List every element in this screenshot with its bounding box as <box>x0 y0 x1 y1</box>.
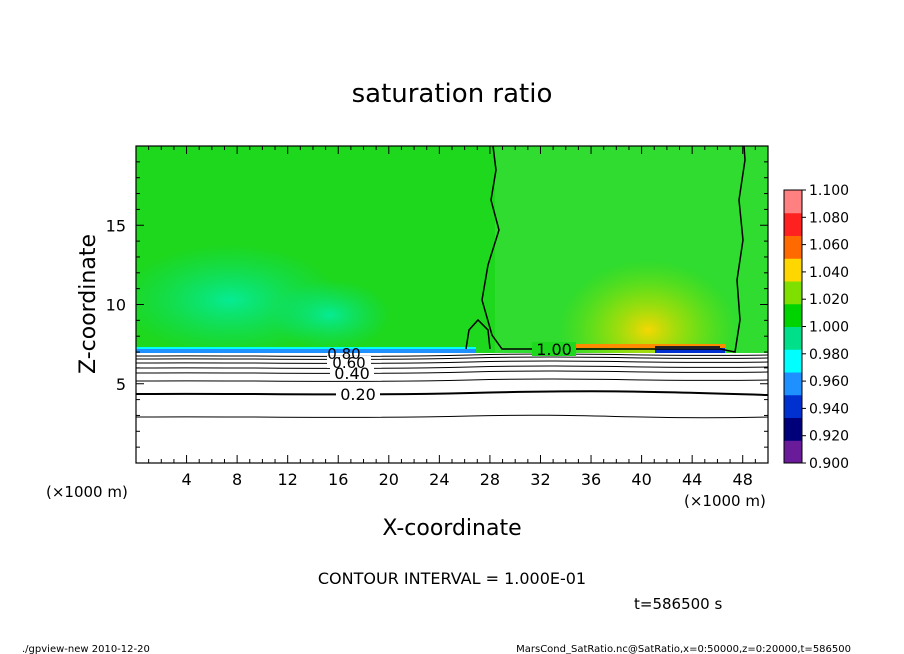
x-axis-unit-left: (×1000 m) <box>46 483 128 501</box>
contour-label-0.80: 0.80 <box>327 345 360 363</box>
x-tick-label: 24 <box>429 470 449 489</box>
cool-blob-mid <box>270 280 390 350</box>
colorbar-swatch <box>784 349 802 373</box>
colorbar-swatch <box>784 281 802 305</box>
colorbar-swatch <box>784 417 802 441</box>
x-axis-title: X-coordinate <box>382 516 521 541</box>
x-tick-label: 36 <box>581 470 601 489</box>
contour-line-0.80 <box>136 353 768 357</box>
colorbar-swatch <box>784 372 802 396</box>
footer-right: MarsCond_SatRatio.nc@SatRatio,x=0:50000,… <box>516 644 851 654</box>
colorbar-swatch <box>784 303 802 327</box>
y-axis: 5 10 15 <box>106 161 768 448</box>
x-tick-label: 4 <box>181 470 191 489</box>
y-tick-label: 10 <box>106 296 126 315</box>
contour-line-1.00-spot <box>655 346 720 349</box>
contour-line-1.00-patch <box>465 318 491 350</box>
contour-label-0.60: 0.60 <box>332 354 365 372</box>
x-axis-unit-right: (×1000 m) <box>684 492 766 510</box>
contour-line-0.20 <box>136 390 768 396</box>
x-tick-label: 40 <box>631 470 651 489</box>
x-tick-label: 44 <box>682 470 702 489</box>
y-axis-title: Z-coordinate <box>76 234 101 374</box>
colorbar-label: 0.920 <box>809 429 849 445</box>
interface-band-orange <box>575 344 725 348</box>
contour-line-0.30 <box>136 378 768 382</box>
contour-label-0.40: 0.40 <box>334 364 370 383</box>
x-tick-label: 20 <box>379 470 399 489</box>
colorbar-swatch <box>784 190 802 214</box>
colorbar-label: 1.000 <box>809 320 849 336</box>
contour-line-0.50 <box>136 365 768 369</box>
contour-label-bg-100 <box>532 342 576 356</box>
x-tick-label: 12 <box>278 470 298 489</box>
colorbar-label: 0.980 <box>809 347 849 363</box>
contour-line-0.40 <box>136 370 768 374</box>
contour-line-0.60 <box>136 360 768 364</box>
x-tick-label: 28 <box>480 470 500 489</box>
undersaturated-region <box>136 353 768 463</box>
colorbar-label: 0.960 <box>809 374 849 390</box>
contour-label-bg-020 <box>336 386 380 402</box>
plot-area <box>136 146 768 463</box>
colorbar-label: 0.940 <box>809 401 849 417</box>
colorbar-label: 1.080 <box>809 210 849 226</box>
colorbar-swatch <box>784 235 802 259</box>
contour-label-bg-040 <box>330 366 374 380</box>
contour-label-0.20: 0.20 <box>340 385 376 404</box>
x-axis: 4 8 12 16 20 24 28 32 36 40 44 48 <box>148 146 756 489</box>
colorbar-label: 0.900 <box>809 456 849 472</box>
x-tick-label: 16 <box>328 470 348 489</box>
colorbar-swatch <box>784 258 802 282</box>
contour-line-0.70 <box>136 356 768 360</box>
contour-label-1.00: 1.00 <box>536 340 572 359</box>
y-tick-label: 5 <box>116 375 126 394</box>
colorbar-label: 1.040 <box>809 265 849 281</box>
time-label: t=586500 s <box>634 595 722 613</box>
footer-left: ./gpview-new 2010-12-20 <box>22 644 150 654</box>
interface-band-blue-right <box>655 348 725 353</box>
interface-band-cyan <box>136 347 476 349</box>
contour-interval-text: CONTOUR INTERVAL = 1.000E-01 <box>318 569 586 588</box>
chart-title: saturation ratio <box>352 79 553 109</box>
colorbar-swatch <box>784 212 802 236</box>
colorbar-label: 1.060 <box>809 238 849 254</box>
colorbar-swatch <box>784 326 802 350</box>
y-tick-label: 15 <box>106 216 126 235</box>
colorbar: 0.900 0.920 0.940 0.960 0.980 1.000 1.020 1.040… <box>783 183 849 472</box>
contour-line-1.00 <box>481 146 746 353</box>
contour-line-0.10 <box>136 414 768 419</box>
colorbar-swatch <box>784 440 802 464</box>
x-tick-label: 32 <box>530 470 550 489</box>
contour-label-bg-060 <box>327 356 371 368</box>
x-tick-label: 8 <box>232 470 242 489</box>
colorbar-swatch <box>784 394 802 418</box>
colorbar-label: 1.100 <box>809 183 849 199</box>
colorbar-label: 1.020 <box>809 292 849 308</box>
interface-band-blue <box>136 349 476 353</box>
x-tick-label: 48 <box>733 470 753 489</box>
